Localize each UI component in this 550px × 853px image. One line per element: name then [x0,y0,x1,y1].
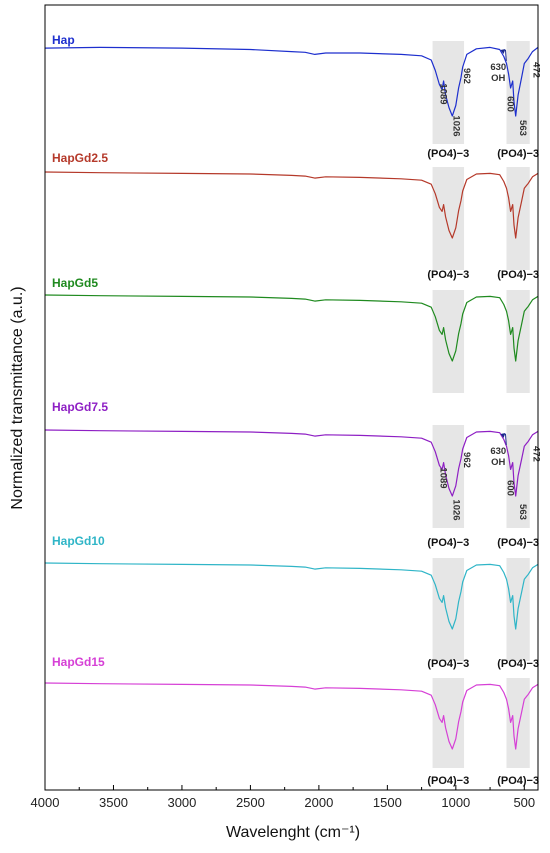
band-label: (PO4)−3 [497,269,539,281]
x-tick-label: 500 [513,795,535,810]
band-label: (PO4)−3 [427,775,469,787]
peak-label: 600 [504,480,515,496]
series-line [44,562,539,630]
shaded-band [432,41,465,144]
peak-label: 1089 [437,467,448,488]
shaded-band [432,425,465,528]
peak-label: 1089 [437,83,448,104]
series-group: Hap HapGd2.5 HapGd5 HapGd7.5 HapGd10 HapGd15 [44,33,539,750]
band-label: (PO4)−3 [427,658,469,670]
peak-label: 563 [517,120,528,136]
band-label: (PO4)−3 [497,775,539,787]
peak-label: 1026 [450,115,461,136]
peak-label: 600 [504,96,515,112]
x-tick-label: 1000 [441,795,470,810]
series-label: HapGd5 [52,276,98,290]
shaded-band [432,558,465,661]
oh-arrow [505,433,507,446]
series-label: HapGd2.5 [52,151,108,165]
shaded-band [432,167,465,270]
annotations-group: 10891026962600563472630OH108910269626005… [437,49,541,521]
plot-frame [44,4,539,791]
peak-label: 962 [461,68,472,84]
x-tick-label: 4000 [31,795,60,810]
band-label: (PO4)−3 [427,148,469,160]
peak-label: 472 [530,446,541,462]
band-label: (PO4)−3 [497,537,539,549]
band-labels-group: (PO4)−3 (PO4)−3 (PO4)−3 (PO4)−3 (PO4)−3 (PO4)… [427,148,539,787]
series-label: Hap [52,33,75,47]
band-label: (PO4)−3 [427,269,469,281]
series-line [44,429,539,497]
peak-label-oh: OH [491,457,505,468]
series-line [44,682,539,750]
band-label: (PO4)−3 [497,658,539,670]
x-axis-ticks: 4000 3500 3000 2500 2000 1500 1000 500 [31,785,535,810]
oh-arrow-head [500,49,506,54]
oh-arrow [505,49,507,62]
x-tick-label: 2000 [304,795,333,810]
band-label: (PO4)−3 [427,537,469,549]
peak-label: 1026 [450,499,461,520]
peak-label-630: 630 [490,62,506,73]
shaded-band [506,678,530,768]
x-tick-label: 3000 [167,795,196,810]
series-line [44,46,539,117]
peak-label: 962 [461,452,472,468]
shaded-band [432,678,465,768]
shaded-band [432,290,465,393]
oh-arrow-head [500,433,506,438]
x-tick-label: 2500 [236,795,265,810]
peak-label: 472 [530,62,541,78]
x-tick-label: 3500 [99,795,128,810]
x-tick-label: 1500 [373,795,402,810]
peak-label-oh: OH [491,73,505,84]
band-label: (PO4)−3 [497,148,539,160]
y-axis-title: Normalized transmittance (a.u.) [9,286,26,509]
peak-label-630: 630 [490,446,506,457]
series-line [44,294,539,362]
x-axis-title: Wavelenght (cm⁻¹) [226,824,360,841]
series-label: HapGd7.5 [52,400,108,414]
series-line [44,171,539,239]
peak-label: 563 [517,504,528,520]
series-label: HapGd15 [52,655,105,669]
series-label: HapGd10 [52,534,105,548]
